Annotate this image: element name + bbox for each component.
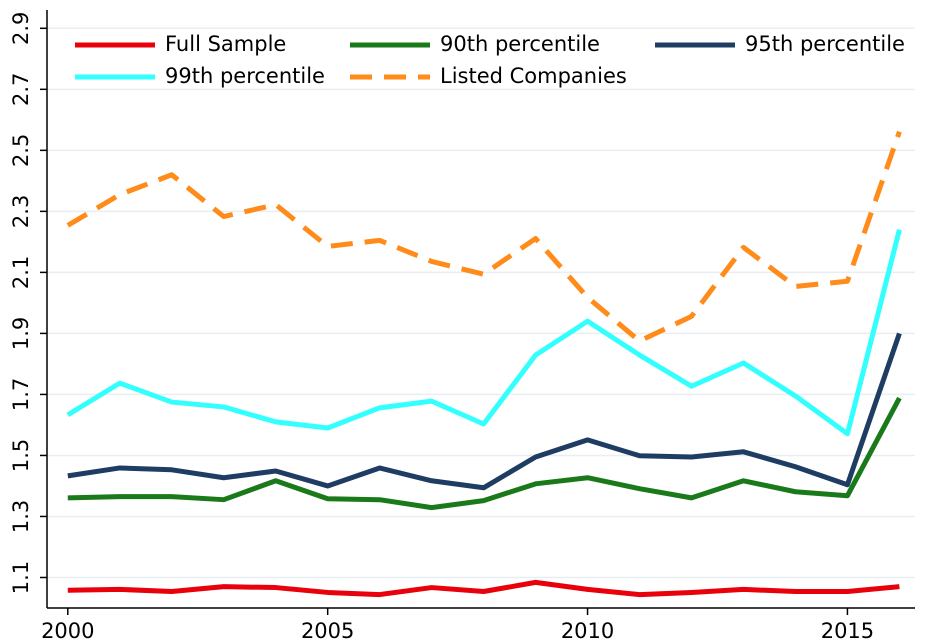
series-line — [66, 229, 902, 437]
y-tick-label: 1.7 — [9, 378, 33, 411]
series-line — [66, 130, 902, 344]
legend-label: 95th percentile — [745, 32, 905, 56]
x-tick-label: 2000 — [41, 619, 94, 643]
legend-label: 90th percentile — [440, 32, 600, 56]
y-tick-label: 1.9 — [9, 317, 33, 350]
y-tick-label: 2.5 — [9, 134, 33, 167]
y-tick-label: 1.3 — [9, 500, 33, 533]
y-tick-label: 2.3 — [9, 195, 33, 228]
y-tick-label: 1.1 — [9, 561, 33, 594]
y-tick-label: 2.9 — [9, 12, 33, 45]
series-line — [67, 332, 902, 491]
y-tick-label: 2.7 — [9, 73, 33, 106]
x-tick-label: 2015 — [821, 619, 874, 643]
x-tick-label: 2005 — [301, 619, 354, 643]
legend-label: Listed Companies — [440, 64, 627, 88]
series-line — [67, 579, 900, 598]
legend-label: Full Sample — [165, 32, 286, 56]
x-tick-label: 2010 — [561, 619, 614, 643]
legend-label: 99th percentile — [165, 64, 325, 88]
series-line — [67, 396, 902, 511]
y-tick-label: 1.5 — [9, 439, 33, 472]
y-tick-label: 2.1 — [9, 256, 33, 289]
